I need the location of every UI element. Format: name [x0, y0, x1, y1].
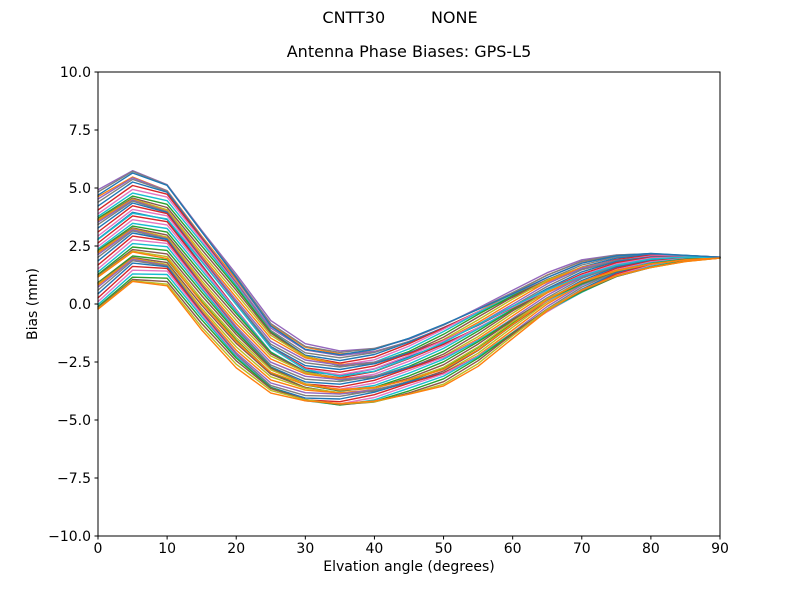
y-tick-label: 5.0 — [69, 181, 91, 197]
series-line — [97, 212, 721, 377]
series-line — [97, 257, 721, 405]
x-tick-label: 90 — [711, 541, 729, 557]
y-tick-label: −10.0 — [48, 529, 91, 545]
series-lines — [97, 169, 721, 406]
axes-title: Antenna Phase Biases: GPS-L5 — [286, 42, 532, 61]
y-tick-label: 7.5 — [69, 123, 91, 139]
x-axis-label: Elvation angle (degrees) — [323, 559, 495, 575]
series-line — [97, 172, 721, 356]
x-tick-label: 50 — [435, 541, 453, 557]
x-tick-label: 20 — [227, 541, 245, 557]
y-tick-label: 10.0 — [60, 65, 91, 81]
y-tick-label: −2.5 — [57, 355, 91, 371]
x-tick-label: 40 — [366, 541, 384, 557]
series-line — [97, 251, 721, 391]
y-axis-label: Bias (mm) — [25, 267, 41, 341]
y-tick-label: 0.0 — [69, 297, 91, 313]
x-tick-label: 10 — [158, 541, 176, 557]
x-tick-label: 70 — [573, 541, 591, 557]
x-tick-label: 30 — [296, 541, 314, 557]
x-tick-label: 0 — [94, 541, 103, 557]
x-tick-label: 60 — [504, 541, 522, 557]
y-tick-label: −5.0 — [57, 413, 91, 429]
axis-ticks: 0 10 20 30 40 50 60 70 80 90 10.0 7.5 5.0 2.5 0.0 −2.5 −… — [48, 65, 729, 557]
series-line — [97, 257, 721, 403]
y-tick-label: −7.5 — [57, 471, 91, 487]
y-tick-label: 2.5 — [69, 239, 91, 255]
figure-suptitle: CNTT30 NONE — [322, 8, 478, 27]
series-line — [97, 208, 721, 376]
x-tick-label: 80 — [642, 541, 660, 557]
